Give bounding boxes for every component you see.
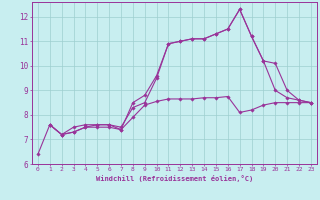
X-axis label: Windchill (Refroidissement éolien,°C): Windchill (Refroidissement éolien,°C) <box>96 175 253 182</box>
